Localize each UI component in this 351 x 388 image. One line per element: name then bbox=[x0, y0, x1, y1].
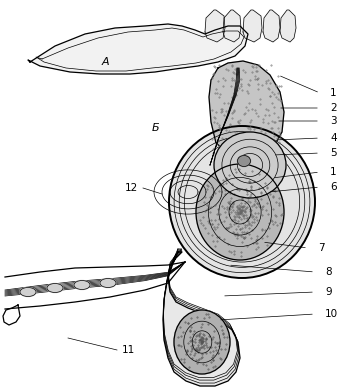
Text: 5: 5 bbox=[330, 148, 337, 158]
Ellipse shape bbox=[47, 284, 63, 293]
Polygon shape bbox=[163, 252, 240, 386]
Ellipse shape bbox=[100, 279, 116, 288]
Ellipse shape bbox=[174, 310, 230, 374]
Text: 7: 7 bbox=[318, 243, 325, 253]
Text: 2: 2 bbox=[330, 103, 337, 113]
Text: 12: 12 bbox=[125, 183, 138, 193]
Text: А: А bbox=[101, 57, 109, 67]
Text: 4: 4 bbox=[330, 133, 337, 143]
Text: 6: 6 bbox=[330, 182, 337, 192]
Text: 3: 3 bbox=[330, 116, 337, 126]
Ellipse shape bbox=[169, 126, 315, 278]
Text: 9: 9 bbox=[325, 287, 332, 297]
Polygon shape bbox=[209, 61, 284, 158]
Polygon shape bbox=[280, 10, 296, 42]
Polygon shape bbox=[223, 10, 241, 42]
Ellipse shape bbox=[20, 288, 36, 296]
Text: 1: 1 bbox=[330, 88, 337, 98]
Polygon shape bbox=[28, 24, 248, 74]
Polygon shape bbox=[205, 10, 225, 42]
Text: 10: 10 bbox=[325, 309, 338, 319]
Text: 1: 1 bbox=[330, 167, 337, 177]
Text: 11: 11 bbox=[122, 345, 135, 355]
Ellipse shape bbox=[238, 156, 251, 166]
Polygon shape bbox=[263, 10, 280, 42]
Text: Б: Б bbox=[151, 123, 159, 133]
Polygon shape bbox=[243, 10, 262, 42]
Ellipse shape bbox=[214, 132, 286, 198]
Ellipse shape bbox=[74, 281, 90, 289]
Text: 8: 8 bbox=[325, 267, 332, 277]
Ellipse shape bbox=[196, 164, 284, 260]
